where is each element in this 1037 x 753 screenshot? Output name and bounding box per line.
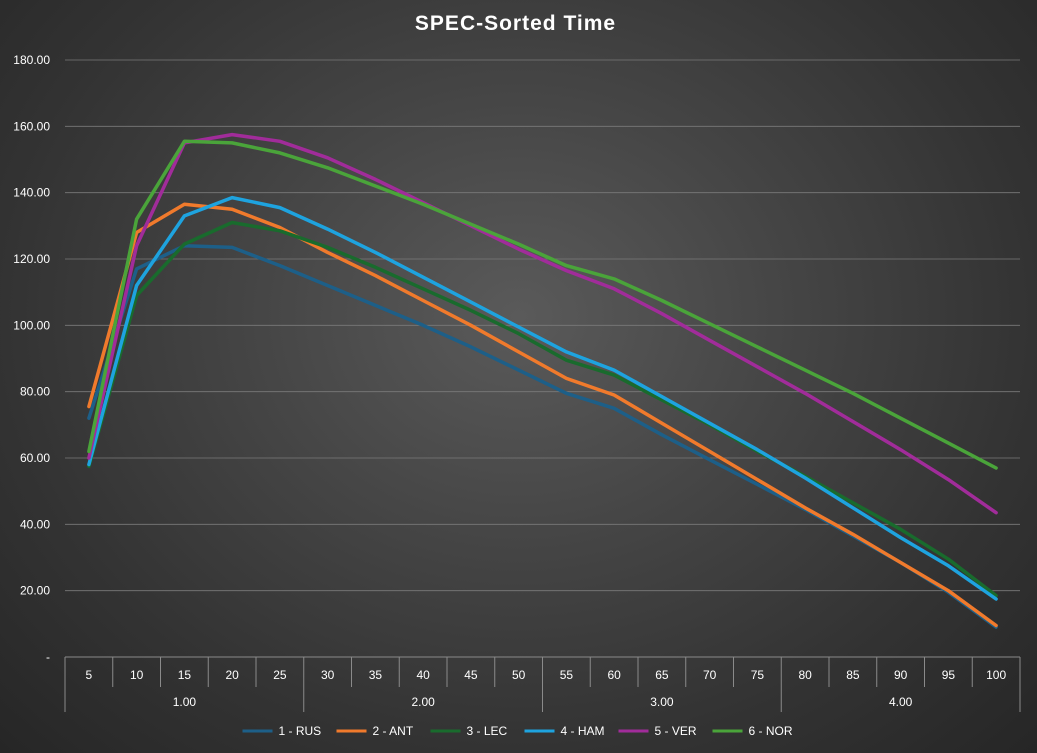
series-line xyxy=(87,195,998,601)
legend-label: 1 - RUS xyxy=(279,724,322,738)
x-group-label: 2.00 xyxy=(411,695,435,709)
x-tick-label: 30 xyxy=(321,668,335,682)
y-tick-label: 180.00 xyxy=(13,53,50,67)
x-tick-label: 100 xyxy=(986,668,1006,682)
x-tick-label: 50 xyxy=(512,668,526,682)
x-tick-label: 70 xyxy=(703,668,717,682)
legend-label: 6 - NOR xyxy=(749,724,793,738)
series-line xyxy=(87,202,998,628)
x-group-label: 1.00 xyxy=(173,695,197,709)
chart-title: SPEC-Sorted Time xyxy=(414,12,617,35)
legend-label: 4 - HAM xyxy=(561,724,605,738)
x-tick-label: 5 xyxy=(86,668,93,682)
x-tick-label: 80 xyxy=(798,668,812,682)
x-tick-label: 65 xyxy=(655,668,669,682)
y-tick-label: 120.00 xyxy=(13,252,50,266)
y-tick-label: 140.00 xyxy=(13,186,50,200)
x-tick-label: 35 xyxy=(369,668,383,682)
legend-label: 5 - VER xyxy=(655,724,697,738)
y-tick-label: - xyxy=(46,650,50,664)
x-tick-label: 15 xyxy=(178,668,192,682)
x-tick-label: 90 xyxy=(894,668,908,682)
x-tick-label: 40 xyxy=(416,668,430,682)
x-tick-label: 60 xyxy=(607,668,621,682)
x-tick-label: 85 xyxy=(846,668,860,682)
series-line xyxy=(87,243,998,629)
y-tick-label: 80.00 xyxy=(20,385,50,399)
x-tick-label: 10 xyxy=(130,668,144,682)
legend-label: 2 - ANT xyxy=(373,724,414,738)
y-tick-label: 160.00 xyxy=(13,119,50,133)
y-tick-label: 20.00 xyxy=(20,584,50,598)
y-tick-label: 40.00 xyxy=(20,517,50,531)
series-line xyxy=(87,220,998,598)
y-tick-label: 60.00 xyxy=(20,451,50,465)
legend-label: 3 - LEC xyxy=(467,724,508,738)
y-tick-label: 100.00 xyxy=(13,318,50,332)
x-group-label: 3.00 xyxy=(650,695,674,709)
series-line xyxy=(87,139,998,470)
x-group-label: 4.00 xyxy=(889,695,913,709)
x-tick-label: 55 xyxy=(560,668,574,682)
x-tick-label: 95 xyxy=(942,668,956,682)
x-tick-label: 75 xyxy=(751,668,765,682)
series-line xyxy=(87,132,998,515)
x-tick-label: 20 xyxy=(225,668,239,682)
x-tick-label: 45 xyxy=(464,668,478,682)
x-tick-label: 25 xyxy=(273,668,287,682)
